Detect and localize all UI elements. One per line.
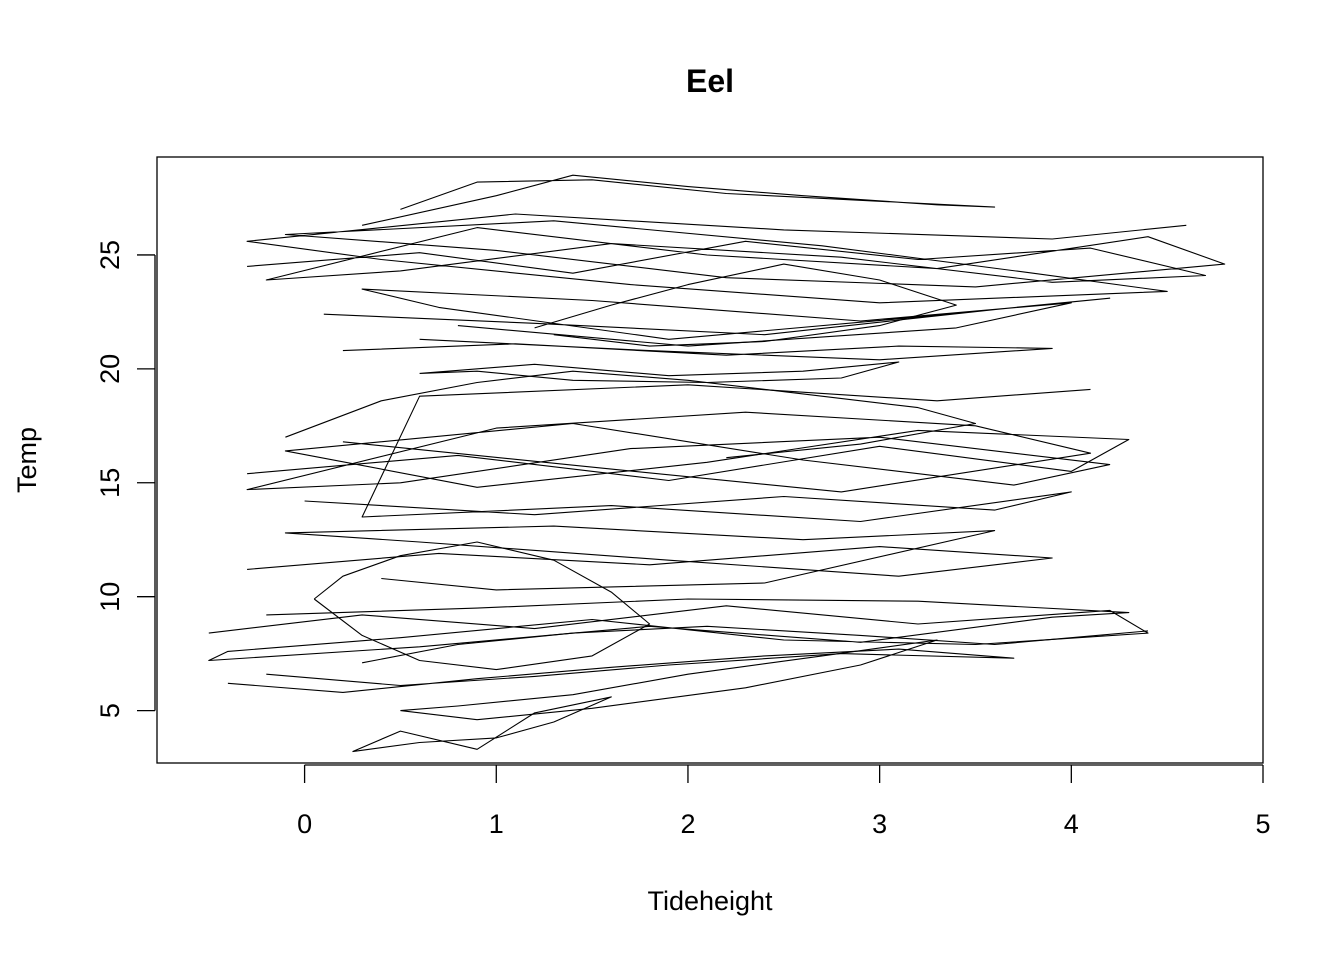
series-line-segment [323, 288, 1111, 347]
x-tick-label: 3 [872, 809, 887, 839]
chart-title: Eel [686, 63, 734, 99]
x-tick-label: 1 [489, 809, 504, 839]
x-tick-label: 5 [1255, 809, 1270, 839]
series-line-segment [534, 263, 957, 347]
y-tick-label: 10 [95, 582, 125, 612]
series-line-segment [246, 411, 1130, 493]
plot-area-border [156, 156, 1264, 764]
y-tick-label: 15 [95, 468, 125, 498]
y-axis-label: Temp [12, 427, 42, 493]
y-tick-label: 20 [95, 354, 125, 384]
x-tick-label: 4 [1064, 809, 1079, 839]
series-line-segment [304, 384, 1091, 523]
series-line-segment [361, 174, 996, 226]
series-line-segment [247, 525, 1053, 591]
x-axis-label: Tideheight [647, 886, 773, 916]
series-line-segment [285, 370, 977, 459]
series-line-segment [313, 541, 651, 671]
series-line-segment [361, 625, 1149, 664]
y-tick-label: 25 [95, 240, 125, 270]
series-line-segment [400, 639, 938, 721]
series-line-segment [342, 338, 1053, 361]
series-line-segment [227, 648, 1015, 693]
series-layer [208, 174, 1226, 753]
x-tick-label: 0 [297, 809, 312, 839]
y-axis: 5 10 15 20 25 [95, 240, 156, 718]
x-tick-label: 2 [680, 809, 695, 839]
series-line-segment [352, 696, 612, 753]
series-line-segment [208, 598, 1149, 662]
x-axis: 0 1 2 3 4 5 [297, 764, 1271, 839]
series-line-segment [246, 213, 1226, 304]
series-line-segment [419, 361, 900, 384]
y-tick-label: 5 [95, 703, 125, 718]
